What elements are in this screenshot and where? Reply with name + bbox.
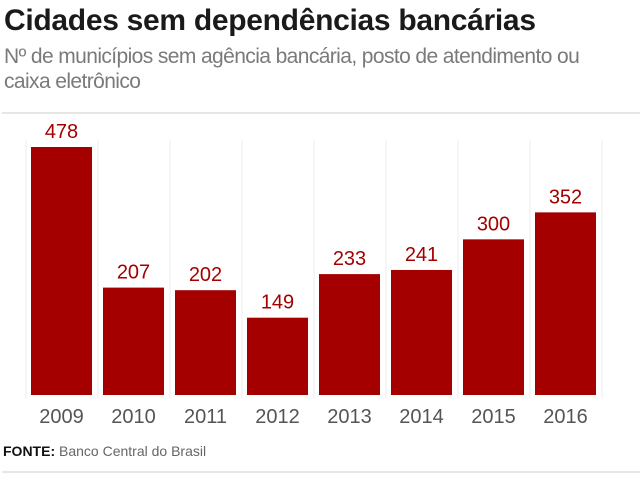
source-note: FONTE: Banco Central do Brasil [3, 443, 206, 459]
source-text: Banco Central do Brasil [59, 443, 207, 459]
bar-2016 [535, 212, 596, 395]
source-label: FONTE: [3, 443, 56, 459]
x-tick-label-2010: 2010 [111, 406, 156, 428]
value-label-2010: 207 [117, 262, 150, 284]
x-tick-label-2012: 2012 [255, 406, 300, 428]
value-label-2013: 233 [333, 248, 366, 270]
value-label-2011: 202 [189, 264, 222, 286]
value-label-2015: 300 [477, 213, 510, 235]
bar-chart: 478 2009 207 2010 202 2011 149 2012 233 2013 241 20… [25, 121, 603, 428]
x-tick-label-2011: 2011 [184, 406, 227, 428]
bar-2011 [175, 290, 236, 395]
x-tick-label-2009: 2009 [39, 406, 84, 428]
value-label-2009: 478 [45, 121, 78, 143]
chart-title: Cidades sem dependências bancárias [4, 4, 536, 37]
x-tick-label-2014: 2014 [399, 406, 444, 428]
value-label-2014: 241 [405, 244, 438, 266]
bar-2009 [31, 147, 92, 395]
chart-subtitle: Nº de municípios sem agência bancária, p… [4, 45, 580, 93]
value-label-2012: 149 [261, 292, 294, 314]
bar-2015 [463, 239, 524, 395]
bar-2010 [103, 287, 164, 395]
x-tick-label-2015: 2015 [471, 406, 516, 428]
bar-2012 [247, 317, 308, 395]
bar-2013 [319, 274, 380, 395]
top-divider [2, 112, 640, 114]
bottom-divider [2, 471, 640, 473]
x-tick-label-2013: 2013 [327, 406, 372, 428]
x-tick-label-2016: 2016 [543, 406, 588, 428]
value-label-2016: 352 [549, 186, 582, 208]
bar-2014 [391, 269, 452, 395]
